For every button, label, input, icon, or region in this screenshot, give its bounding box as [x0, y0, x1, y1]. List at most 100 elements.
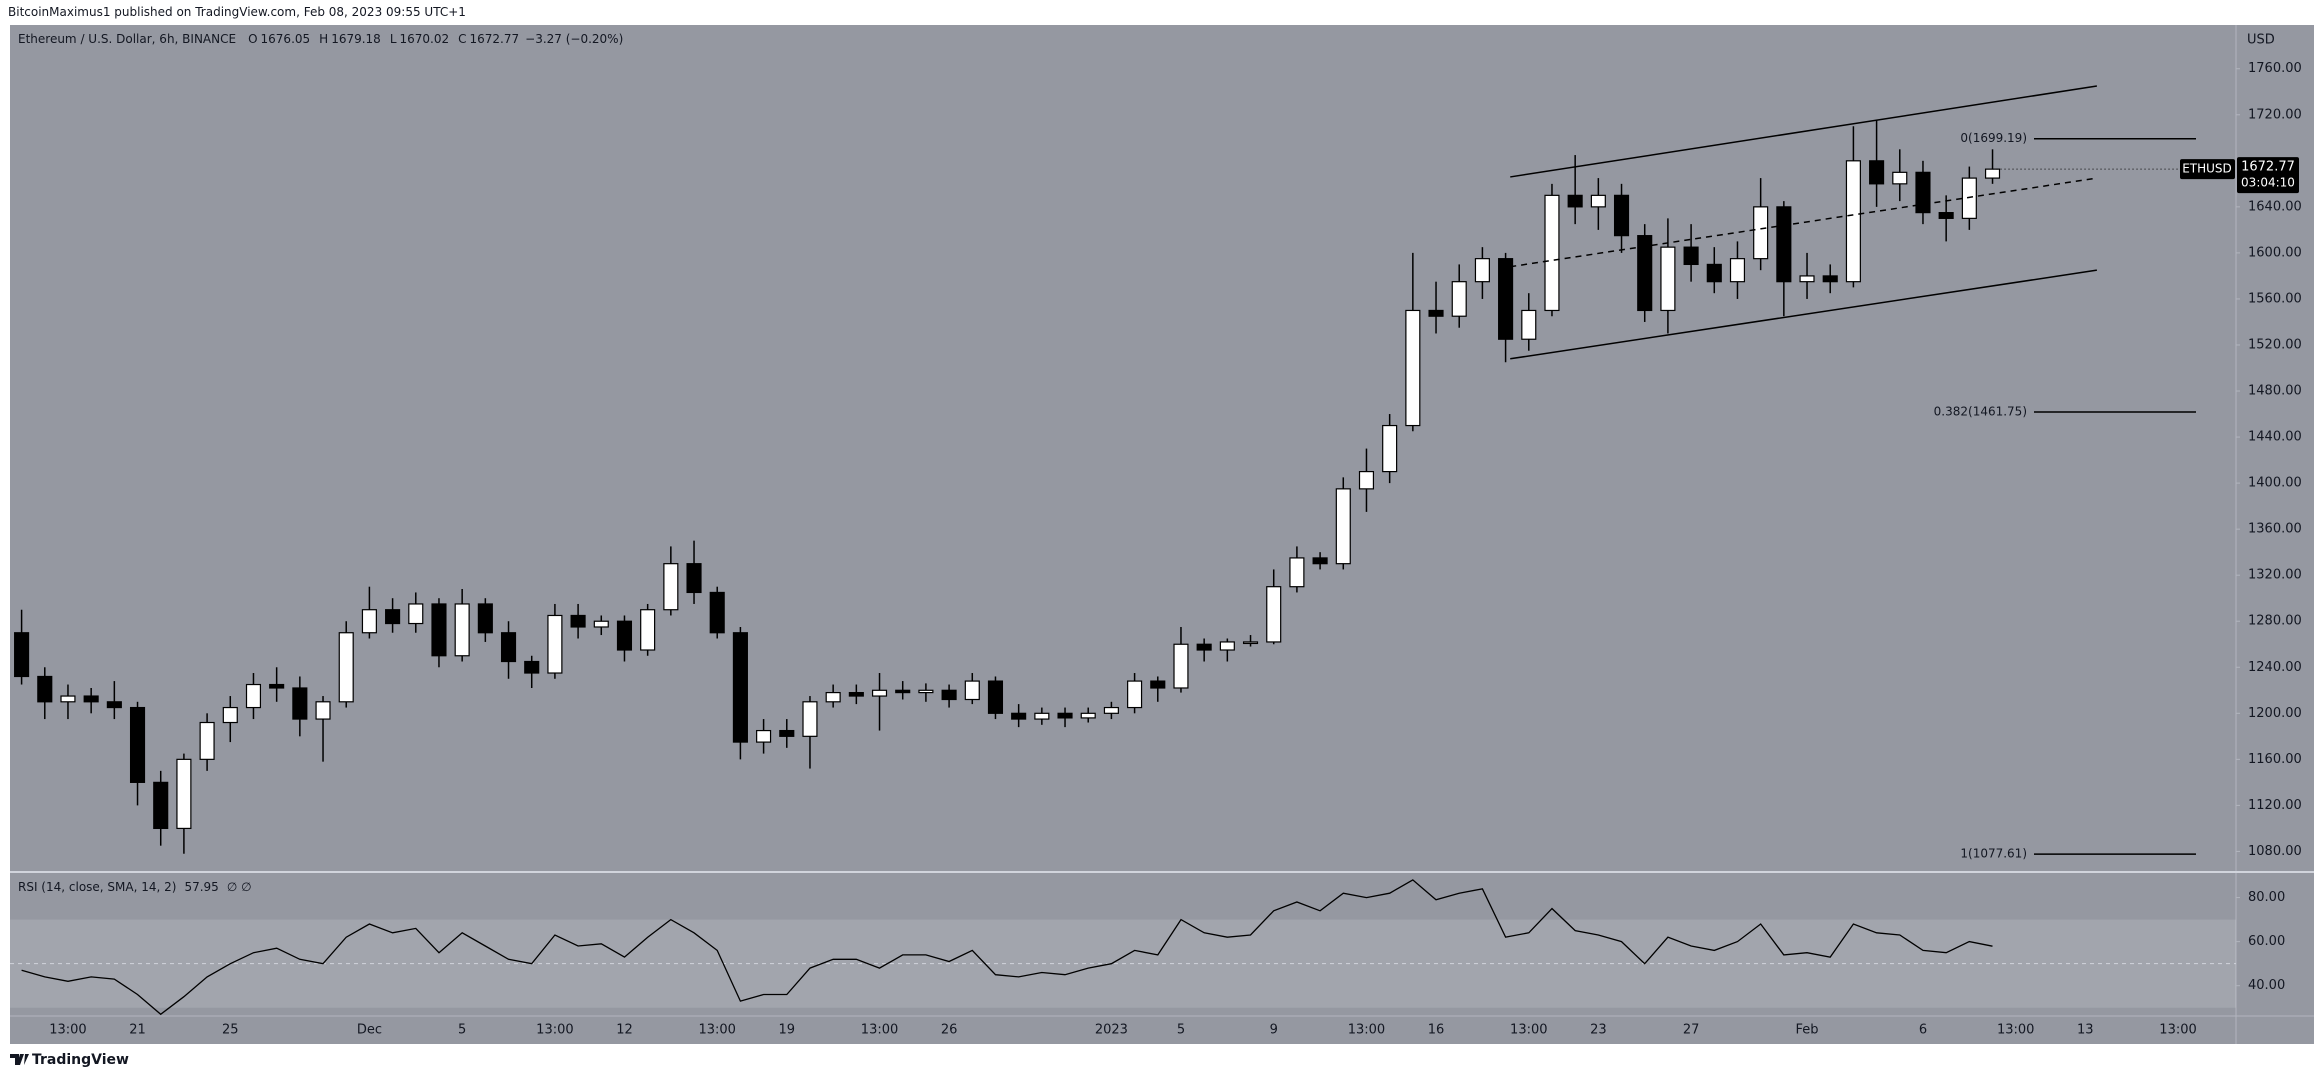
candle-body	[686, 563, 702, 594]
rsi-y-tick-label: 60.00	[2248, 934, 2285, 949]
x-tick-label: 5	[1177, 1023, 1185, 1038]
x-tick-label: 13:00	[1510, 1023, 1547, 1038]
fib-label: 0(1699.19)	[1960, 131, 2027, 145]
candle-body	[1892, 171, 1908, 185]
y-tick-label: 1720.00	[2248, 107, 2302, 122]
ohlc-label: H	[319, 32, 329, 46]
candle-body	[1938, 212, 1954, 219]
candle-body	[1242, 641, 1259, 645]
candle-body	[1753, 206, 1769, 260]
candle-body	[1984, 168, 2001, 179]
candle-body	[709, 591, 725, 634]
candle-body	[1869, 160, 1885, 185]
y-tick-label: 1160.00	[2248, 752, 2302, 767]
candle-body	[1474, 258, 1490, 283]
x-tick-label: 13:00	[861, 1023, 898, 1038]
candle-body	[895, 689, 911, 694]
rsi-last: 57.95	[184, 880, 219, 894]
candle-body	[1312, 557, 1328, 565]
y-tick-label: 1200.00	[2248, 706, 2302, 721]
candle-body	[60, 695, 76, 703]
candle-body	[1382, 424, 1398, 473]
candle-body	[524, 660, 540, 674]
candle-body	[1103, 706, 1119, 714]
x-tick-label: 23	[1590, 1023, 1607, 1038]
x-tick-label: 26	[941, 1023, 958, 1038]
candle-body	[1660, 246, 1676, 312]
candle-body	[385, 609, 401, 625]
candle-body	[1961, 177, 1977, 219]
y-tick-label: 1280.00	[2248, 614, 2302, 629]
y-tick-label: 1760.00	[2248, 61, 2302, 76]
x-tick-label: 21	[129, 1023, 146, 1038]
candle-body	[199, 721, 215, 760]
fib-label: 1(1077.61)	[1960, 847, 2027, 861]
candle-body	[269, 683, 285, 689]
candle-body	[1127, 680, 1143, 709]
candle-body	[1080, 712, 1096, 719]
x-tick-label: 2023	[1095, 1023, 1128, 1038]
candle-body	[1150, 680, 1166, 689]
candle-body	[1451, 281, 1467, 317]
candle-body	[477, 603, 493, 634]
ohlc-value: 1672.77	[469, 32, 520, 46]
candle-body	[292, 687, 308, 720]
ohlc-label: C	[458, 32, 467, 46]
x-tick-label: 19	[779, 1023, 796, 1038]
candle-body	[640, 609, 656, 651]
legend: Ethereum / U.S. Dollar, 6h, BINANCE O 167…	[18, 32, 623, 46]
candle-body	[1822, 275, 1838, 283]
candle-body	[1799, 275, 1815, 283]
x-tick-label: Dec	[357, 1023, 382, 1038]
candle-body	[106, 701, 122, 709]
x-tick-label: 13	[2077, 1023, 2094, 1038]
rsi-line	[21, 879, 1993, 1016]
candle-body	[732, 632, 748, 743]
candle-body	[616, 620, 633, 651]
x-tick-label: 13:00	[698, 1023, 735, 1038]
ohlc-label: O	[248, 32, 258, 46]
candle-body	[663, 563, 679, 611]
trendline	[1510, 269, 2097, 360]
candle-body	[1173, 643, 1189, 689]
rsi-extra: ∅ ∅	[226, 880, 252, 894]
candle-body	[37, 675, 53, 703]
x-tick-label: Feb	[1796, 1023, 1819, 1038]
candle-body	[1289, 557, 1305, 588]
y-tick-label: 1480.00	[2248, 384, 2302, 399]
countdown-label: 03:04:10	[2241, 176, 2295, 190]
y-tick-label: 1640.00	[2248, 199, 2302, 214]
candle-body	[1405, 309, 1421, 427]
candle-body	[14, 632, 30, 678]
candle-body	[756, 729, 772, 743]
candle-body	[361, 609, 377, 634]
rsi-legend: RSI (14, close, SMA, 14, 2) 57.95 ∅ ∅	[18, 880, 252, 894]
candle-body	[547, 614, 563, 674]
candle-body	[1706, 263, 1722, 283]
y-tick-label: 1320.00	[2248, 568, 2302, 583]
candle-body	[802, 701, 818, 737]
candle-body	[1057, 712, 1073, 719]
legend-change: −3.27 (−0.20%)	[525, 32, 624, 46]
y-tick-label: 1560.00	[2248, 291, 2302, 306]
candle-body	[1637, 235, 1653, 312]
logo	[10, 1054, 29, 1065]
candle-body	[1219, 641, 1235, 651]
price-tag-label: 1672.77	[2241, 160, 2295, 175]
header: BitcoinMaximus1 published on TradingView…	[8, 5, 466, 19]
rsi-title: RSI (14, close, SMA, 14, 2)	[18, 880, 177, 894]
candle-body	[570, 614, 586, 628]
x-tick-label: 13:00	[1348, 1023, 1385, 1038]
candle-body	[1196, 643, 1212, 651]
y-tick-label: 1120.00	[2248, 798, 2302, 813]
x-tick-label: 16	[1428, 1023, 1445, 1038]
y-tick-label: 1240.00	[2248, 660, 2302, 675]
candle-body	[593, 620, 609, 628]
candle-body	[222, 706, 238, 724]
candle-body	[176, 758, 192, 830]
x-tick-label: 9	[1270, 1023, 1278, 1038]
rsi-y-tick-label: 40.00	[2248, 978, 2285, 993]
symbol-tag	[2180, 159, 2235, 180]
ohlc-label: L	[389, 32, 397, 46]
